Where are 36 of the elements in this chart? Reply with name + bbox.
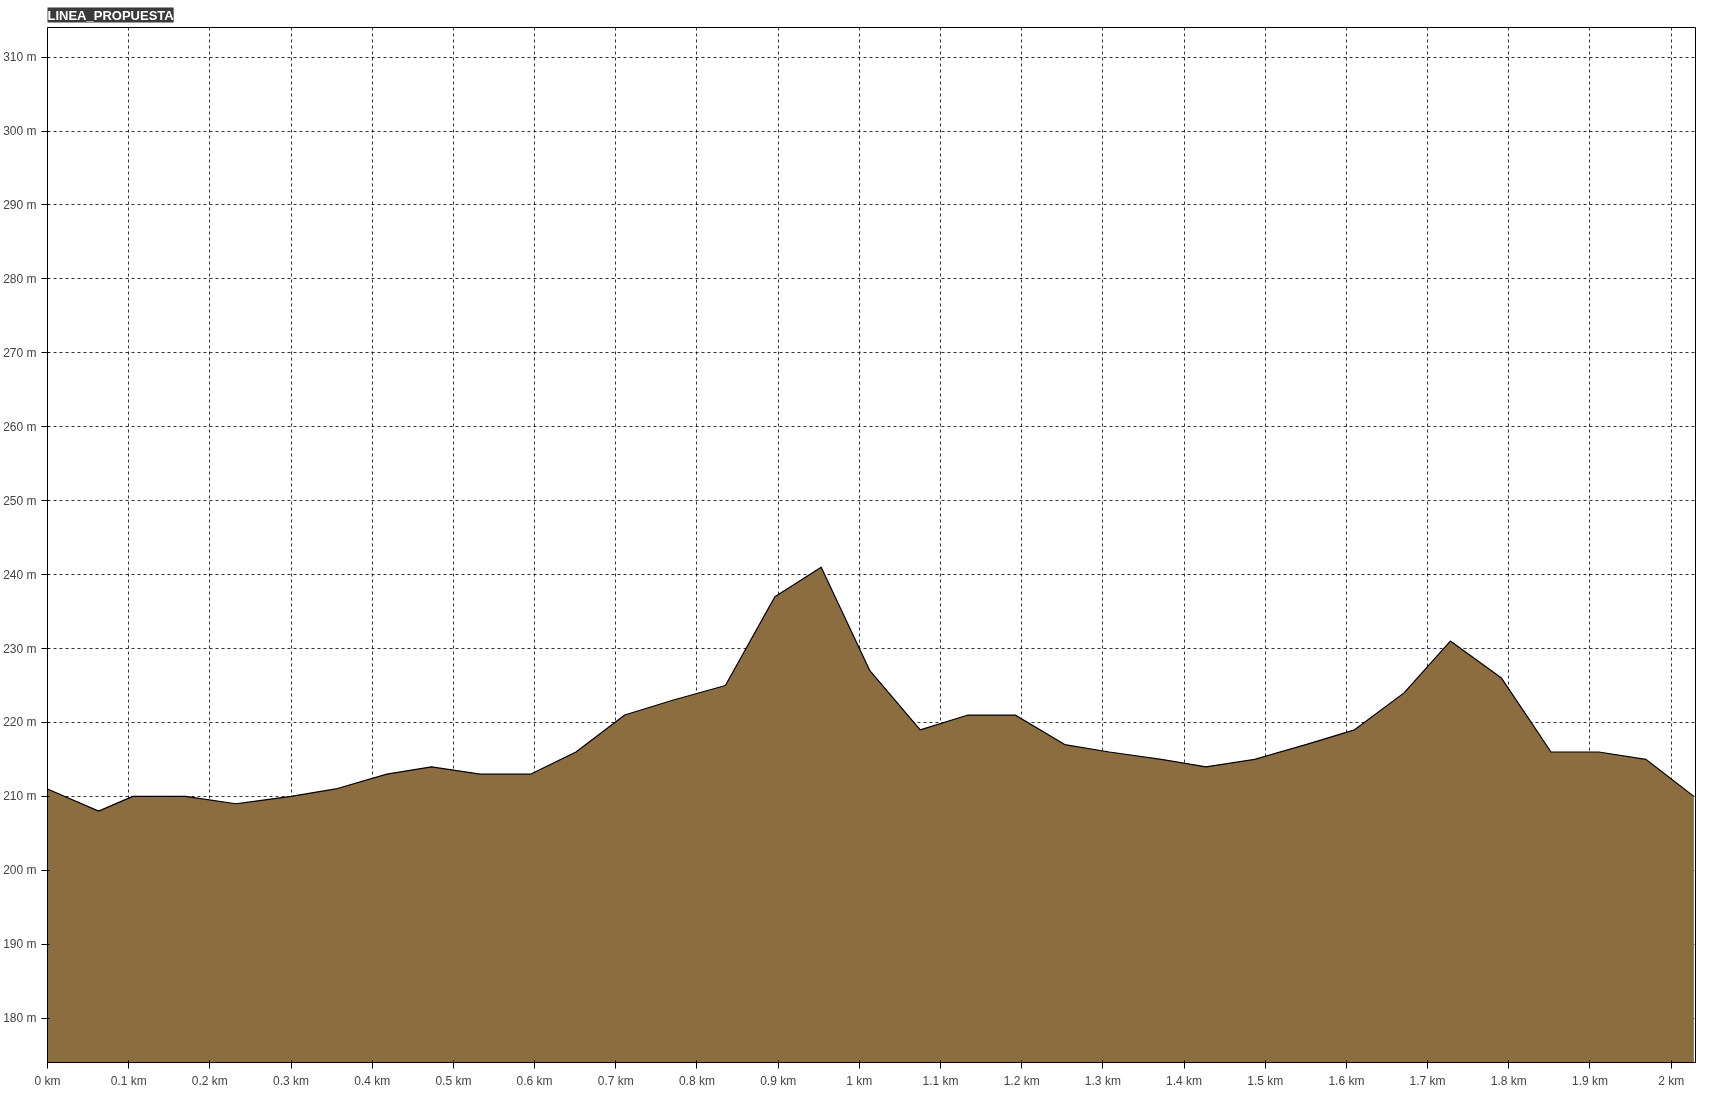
y-tick-label: 310 m <box>3 50 37 65</box>
y-tick-label: 260 m <box>3 419 37 434</box>
y-tick-label: 240 m <box>3 567 37 582</box>
x-tick-label: 0.5 km <box>435 1073 472 1088</box>
x-tick-label: 1.3 km <box>1084 1073 1121 1088</box>
x-tick-label: 2 km <box>1658 1073 1685 1088</box>
x-tick-label: 0 km <box>34 1073 61 1088</box>
y-tick-label: 280 m <box>3 271 37 286</box>
x-tick-label: 0.1 km <box>110 1073 147 1088</box>
x-tick-label: 1.4 km <box>1166 1073 1203 1088</box>
y-tick-label: 230 m <box>3 641 37 656</box>
x-tick-label: 1.8 km <box>1490 1073 1527 1088</box>
x-tick-label: 0.7 km <box>597 1073 634 1088</box>
y-tick-label: 290 m <box>3 197 37 212</box>
x-tick-label: 1 km <box>846 1073 873 1088</box>
y-tick-label: 180 m <box>3 1011 37 1026</box>
y-tick-label: 190 m <box>3 937 37 952</box>
y-tick-label: 200 m <box>3 863 37 878</box>
x-tick-label: 1.6 km <box>1328 1073 1365 1088</box>
y-tick-label: 250 m <box>3 493 37 508</box>
x-tick-label: 1.5 km <box>1247 1073 1284 1088</box>
x-tick-label: 0.8 km <box>678 1073 715 1088</box>
y-tick-label: 300 m <box>3 124 37 138</box>
x-tick-label: 1.9 km <box>1571 1073 1608 1088</box>
x-tick-label: 0.9 km <box>760 1073 797 1088</box>
x-tick-label: 0.4 km <box>354 1073 391 1088</box>
y-tick-label: 210 m <box>3 789 37 804</box>
y-tick-label: 220 m <box>3 715 37 730</box>
x-tick-label: 0.2 km <box>191 1073 228 1088</box>
x-tick-label: 0.6 km <box>516 1073 553 1088</box>
x-tick-label: 1.2 km <box>1003 1073 1040 1088</box>
x-tick-label: 1.1 km <box>922 1073 959 1088</box>
x-tick-label: 0.3 km <box>273 1073 310 1088</box>
chart-title: LINEA_PROPUESTA <box>47 7 175 23</box>
x-tick-label: 1.7 km <box>1409 1073 1446 1088</box>
y-tick-label: 270 m <box>3 345 37 360</box>
